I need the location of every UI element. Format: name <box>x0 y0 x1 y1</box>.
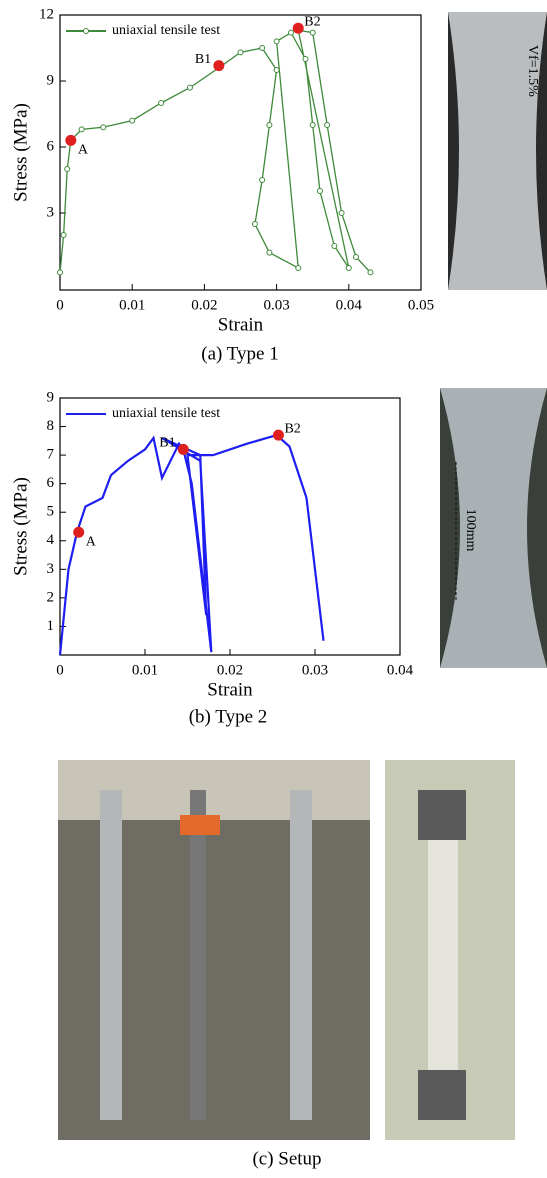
specimen-photo <box>448 12 547 290</box>
x-tick-label: 0 <box>56 297 64 313</box>
setup-column <box>100 790 122 1120</box>
y-tick-label: 8 <box>47 418 55 434</box>
data-marker <box>338 210 345 216</box>
data-marker <box>266 249 273 256</box>
key-point-label: B2 <box>284 421 300 436</box>
x-axis-label: Strain <box>218 314 264 335</box>
data-marker <box>60 232 67 238</box>
key-point <box>292 22 304 34</box>
x-tick-label: 0.02 <box>217 662 243 678</box>
y-tick-label: 7 <box>47 447 55 463</box>
data-marker <box>345 265 352 271</box>
y-tick-label: 12 <box>39 6 54 22</box>
data-marker <box>309 122 316 128</box>
x-tick-label: 0.01 <box>132 662 158 678</box>
data-marker <box>64 166 71 172</box>
data-marker <box>353 254 360 260</box>
key-point <box>177 443 189 455</box>
data-marker <box>158 100 165 106</box>
data-marker <box>316 188 323 194</box>
photo-label: 100mm <box>463 509 478 552</box>
x-tick-label: 0 <box>56 662 64 678</box>
setup-grip <box>418 790 466 840</box>
y-tick-label: 9 <box>47 72 55 88</box>
y-tick-label: 2 <box>47 589 55 605</box>
y-tick-label: 6 <box>47 475 55 491</box>
data-marker <box>309 29 316 36</box>
legend-marker <box>83 28 89 34</box>
data-marker <box>331 243 338 249</box>
setup-specimen <box>428 840 458 1070</box>
data-marker <box>237 49 244 56</box>
y-tick-label: 1 <box>47 618 55 634</box>
photo-label: Vf=1.5% <box>525 45 540 97</box>
key-point-label: B1 <box>159 436 175 451</box>
plot-frame <box>59 14 422 291</box>
x-tick-label: 0.03 <box>263 297 289 313</box>
y-tick-label: 4 <box>47 532 55 548</box>
y-axis-label: Stress (MPa) <box>10 477 31 576</box>
data-marker <box>295 265 302 271</box>
data-marker <box>273 67 280 73</box>
key-point-label: B2 <box>304 14 320 29</box>
data-marker <box>129 117 136 124</box>
data-marker <box>78 126 85 133</box>
y-tick-label: 9 <box>47 389 55 405</box>
key-point-label: A <box>78 143 89 158</box>
setup-loadcell <box>180 815 220 835</box>
x-tick-label: 0.02 <box>191 297 217 313</box>
data-marker <box>57 269 63 276</box>
data-line <box>58 433 325 656</box>
x-tick-label: 0.01 <box>119 297 145 313</box>
key-point <box>272 429 284 441</box>
caption: (a) Type 1 <box>201 343 278 364</box>
data-marker <box>302 56 309 62</box>
data-marker <box>266 122 273 128</box>
x-tick-label: 0.04 <box>387 662 414 678</box>
legend-label: uniaxial tensile test <box>112 23 220 38</box>
y-tick-label: 3 <box>47 204 55 220</box>
setup-rod <box>190 790 206 1120</box>
y-axis-label: Stress (MPa) <box>10 103 31 202</box>
x-tick-label: 0.05 <box>408 297 434 313</box>
x-axis-label: Strain <box>207 679 253 700</box>
data-marker <box>259 177 266 183</box>
setup-grip <box>418 1070 466 1120</box>
key-point-label: B1 <box>195 52 211 67</box>
x-tick-label: 0.04 <box>336 297 363 313</box>
legend-label: uniaxial tensile test <box>112 406 220 421</box>
data-marker <box>273 38 280 45</box>
data-marker <box>288 29 295 36</box>
caption: (c) Setup <box>252 1148 321 1169</box>
x-tick-label: 0.03 <box>302 662 328 678</box>
data-marker <box>259 45 266 51</box>
y-tick-label: 5 <box>47 504 55 520</box>
y-tick-label: 6 <box>47 138 55 154</box>
key-point <box>213 60 225 72</box>
key-point-label: A <box>86 534 97 549</box>
data-marker <box>100 124 107 131</box>
setup-column <box>290 790 312 1120</box>
data-marker <box>324 122 331 128</box>
data-marker <box>186 84 193 91</box>
key-point <box>65 134 77 146</box>
data-marker <box>367 269 374 276</box>
key-point <box>73 526 85 538</box>
plot-frame <box>59 397 401 656</box>
caption: (b) Type 2 <box>189 706 268 727</box>
y-tick-label: 3 <box>47 561 55 577</box>
data-marker <box>251 221 258 227</box>
